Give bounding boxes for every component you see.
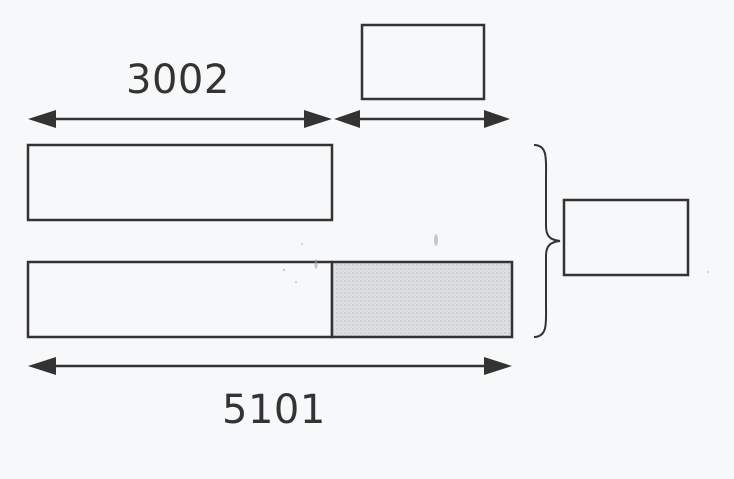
top-answer-box: [360, 23, 486, 101]
bottom-bar-left: [26, 260, 334, 339]
bottom-bar-shaded: [330, 260, 514, 339]
top-right-arrow: [334, 110, 510, 128]
curly-brace: [533, 144, 561, 338]
total-length-label: 5101: [222, 387, 326, 433]
top-bar: [26, 143, 334, 222]
top-length-label: 3002: [126, 57, 230, 103]
bottom-arrow: [28, 357, 512, 375]
right-answer-box: [562, 198, 690, 277]
scan-specks: [282, 234, 709, 283]
top-left-arrow: [28, 110, 332, 128]
